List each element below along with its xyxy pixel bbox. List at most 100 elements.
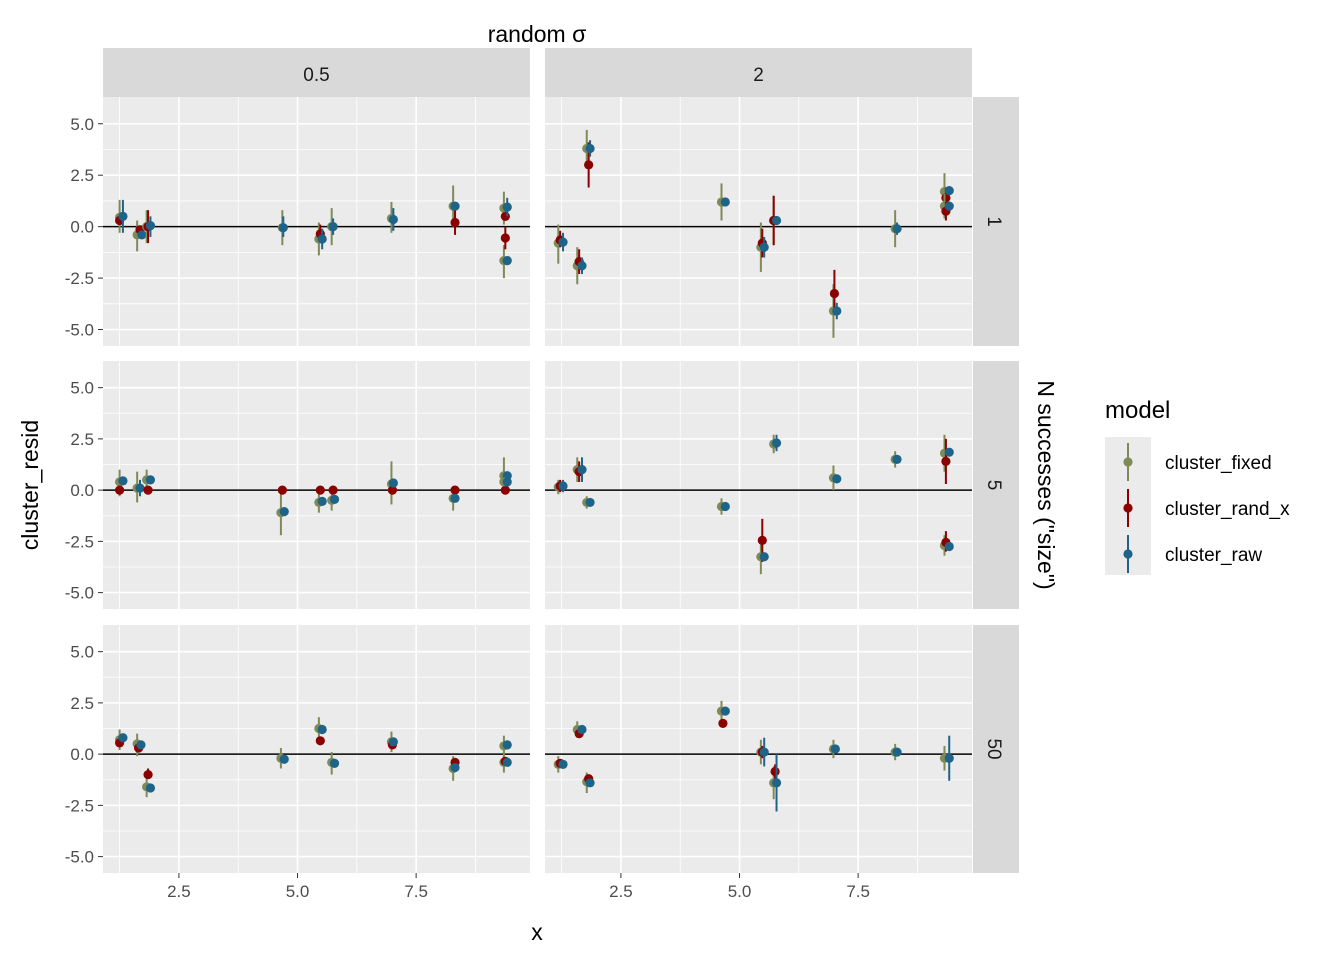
point-cluster_raw (118, 733, 128, 743)
point-cluster_raw (329, 758, 340, 768)
point-cluster_rand_x (500, 211, 510, 221)
marks-layer (115, 129, 954, 812)
series-panel-r0-c0 (115, 185, 512, 279)
legend: model cluster_fixed cluster_rand_xcluster… (1105, 397, 1290, 575)
y-tick-label: 2.5 (70, 430, 94, 449)
point-cluster_raw (771, 438, 782, 448)
axes-layer: 5.0 2.5 0.0 -2.5 -5.0 5.0 2.5 0.0 -2.5 -5.0 5.0 2.5… (65, 115, 870, 901)
strips-layer: 0.5 2 1 5 50 (103, 48, 1019, 873)
y-tick-label: 0.0 (70, 218, 94, 237)
legend-key-point (1123, 457, 1133, 467)
panels-layer (103, 97, 972, 873)
point-cluster_raw (720, 706, 730, 716)
panel-r1-c0 (103, 361, 530, 609)
panel-background (545, 361, 972, 609)
point-cluster_rand_x (315, 485, 325, 495)
point-cluster_raw (759, 242, 769, 252)
point-cluster_raw (944, 186, 954, 196)
point-cluster_raw (771, 215, 782, 226)
point-cluster_raw (577, 261, 587, 271)
y-tick-label: -2.5 (65, 796, 94, 815)
point-cluster_raw (450, 493, 460, 503)
point-cluster_raw (832, 306, 842, 316)
point-cluster_raw (720, 501, 730, 512)
col-strip-label: 0.5 (303, 65, 329, 86)
y-tick-label: 5.0 (70, 643, 94, 662)
panel-r0-c0 (103, 97, 530, 346)
x-tick-label: 7.5 (846, 882, 870, 901)
point-cluster_raw (759, 747, 769, 757)
point-cluster_raw (135, 483, 145, 493)
point-cluster_raw (317, 724, 327, 735)
point-cluster_raw (585, 143, 595, 154)
y-tick-label: -5.0 (65, 848, 94, 867)
panel-background (545, 97, 972, 346)
legend-title: model (1105, 397, 1170, 424)
point-cluster_raw (388, 737, 398, 747)
point-cluster_raw (720, 197, 730, 207)
point-cluster_rand_x (757, 535, 767, 545)
point-cluster_raw (577, 465, 587, 475)
point-cluster_rand_x (387, 485, 398, 495)
point-cluster_rand_x (450, 485, 460, 495)
point-cluster_raw (502, 740, 512, 750)
series-panel-r1-c1 (553, 434, 954, 575)
point-cluster_rand_x (500, 233, 510, 243)
panel-background (103, 625, 530, 873)
x-tick-label: 2.5 (609, 882, 633, 901)
point-cluster_raw (558, 759, 568, 769)
point-cluster_raw (137, 230, 147, 240)
row-strip (973, 361, 1019, 609)
row-strip-label: 50 (983, 738, 1004, 759)
facet-col-title: random σ (488, 21, 587, 47)
point-cluster_raw (136, 740, 146, 750)
y-tick-label: 2.5 (70, 694, 94, 713)
point-cluster_raw (145, 783, 156, 793)
point-cluster_raw (832, 474, 842, 484)
y-axis-title: cluster_resid (17, 420, 43, 550)
panel-r1-c1 (545, 361, 972, 609)
point-cluster_raw (388, 478, 398, 488)
col-strip-label: 2 (753, 65, 764, 86)
legend-items: cluster_fixed cluster_rand_x cluster_raw (1123, 443, 1290, 573)
point-cluster_raw (944, 447, 954, 457)
point-cluster_raw (317, 234, 327, 244)
y-tick-label: -5.0 (65, 584, 94, 603)
point-cluster_raw (278, 223, 288, 233)
x-axis-title: x (531, 919, 543, 945)
legend-key-point (1123, 503, 1133, 513)
point-cluster_raw (279, 754, 289, 764)
point-cluster_rand_x (143, 485, 153, 495)
point-cluster_raw (892, 747, 902, 757)
point-cluster_raw (585, 778, 595, 788)
point-cluster_raw (892, 224, 902, 234)
point-cluster_rand_x (143, 770, 153, 780)
x-tick-label: 2.5 (167, 882, 191, 901)
point-cluster_raw (944, 201, 954, 211)
point-cluster_rand_x (315, 736, 325, 746)
legend-label: cluster_fixed (1165, 453, 1272, 474)
point-cluster_raw (328, 222, 338, 232)
point-cluster_rand_x (829, 288, 840, 299)
y-tick-label: -2.5 (65, 532, 94, 551)
point-cluster_raw (388, 214, 398, 225)
point-cluster_raw (759, 552, 769, 562)
y-tick-label: -5.0 (65, 321, 94, 340)
point-cluster_raw (830, 744, 840, 754)
point-cluster_raw (145, 221, 156, 231)
row-strip (973, 625, 1019, 873)
y-tick-label: -2.5 (65, 269, 94, 288)
point-cluster_rand_x (277, 485, 287, 495)
x-tick-label: 5.0 (286, 882, 310, 901)
point-cluster_raw (329, 494, 340, 504)
point-cluster_raw (502, 202, 512, 212)
point-cluster_raw (558, 481, 568, 491)
facet-row-title: N successes ("size") (1033, 380, 1059, 589)
col-strip (545, 48, 972, 97)
row-strip (973, 97, 1019, 346)
y-tick-label: 5.0 (70, 115, 94, 134)
series-panel-r1-c0 (115, 457, 512, 536)
point-cluster_raw (944, 753, 954, 763)
series-panel-r2-c0 (115, 717, 512, 798)
